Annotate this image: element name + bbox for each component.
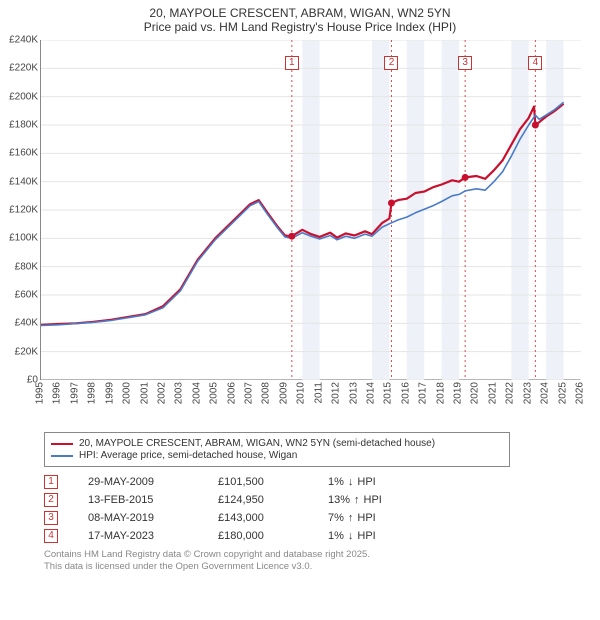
x-tick-label: 2003 (174, 382, 185, 404)
chart-title-line1: 20, MAYPOLE CRESCENT, ABRAM, WIGAN, WN2 … (0, 6, 600, 20)
legend-swatch (51, 455, 73, 457)
y-tick-label: £20K (15, 346, 38, 357)
sale-price: £180,000 (218, 530, 328, 542)
sales-row: 2 13-FEB-2015£124,95013% ↑ HPI (44, 493, 574, 507)
x-tick-label: 2024 (540, 382, 551, 404)
sale-price: £143,000 (218, 512, 328, 524)
x-tick-label: 2010 (296, 382, 307, 404)
y-tick-label: £100K (9, 233, 38, 244)
x-tick-label: 2007 (244, 382, 255, 404)
legend-label: 20, MAYPOLE CRESCENT, ABRAM, WIGAN, WN2 … (79, 438, 435, 449)
y-tick-label: £200K (9, 91, 38, 102)
x-tick-label: 2019 (453, 382, 464, 404)
sale-row-marker: 1 (44, 475, 58, 489)
x-tick-label: 2000 (122, 382, 133, 404)
sales-row: 1 29-MAY-2009£101,5001% ↓ HPI (44, 475, 574, 489)
y-tick-label: £120K (9, 205, 38, 216)
sales-row: 3 08-MAY-2019£143,0007% ↑ HPI (44, 511, 574, 525)
x-tick-label: 2021 (487, 382, 498, 404)
x-tick-label: 2009 (278, 382, 289, 404)
sales-table: 129-MAY-2009£101,5001% ↓ HPI213-FEB-2015… (44, 475, 574, 543)
x-tick-label: 2014 (365, 382, 376, 404)
legend-label: HPI: Average price, semi-detached house,… (79, 450, 297, 461)
x-tick-label: 1998 (87, 382, 98, 404)
sales-row: 4 17-MAY-2023£180,0001% ↓ HPI (44, 529, 574, 543)
x-tick-label: 2004 (191, 382, 202, 404)
x-tick-label: 2020 (470, 382, 481, 404)
x-tick-label: 2008 (261, 382, 272, 404)
legend-box: 20, MAYPOLE CRESCENT, ABRAM, WIGAN, WN2 … (44, 432, 510, 467)
x-tick-label: 2017 (418, 382, 429, 404)
y-tick-label: £220K (9, 63, 38, 74)
x-tick-label: 2001 (139, 382, 150, 404)
x-tick-label: 2026 (575, 382, 586, 404)
sale-row-marker: 3 (44, 511, 58, 525)
x-tick-label: 2023 (522, 382, 533, 404)
y-tick-label: £80K (15, 261, 38, 272)
x-tick-label: 2016 (400, 382, 411, 404)
y-tick-label: £160K (9, 148, 38, 159)
x-tick-label: 2011 (313, 382, 324, 404)
x-tick-label: 2006 (226, 382, 237, 404)
footer-text: Contains HM Land Registry data © Crown c… (44, 549, 600, 574)
legend-item: HPI: Average price, semi-detached house,… (51, 450, 503, 461)
sale-price: £124,950 (218, 494, 328, 506)
sale-marker-1: 1 (285, 56, 299, 70)
sale-diff: 1% ↓ HPI (328, 530, 448, 542)
x-tick-label: 1999 (104, 382, 115, 404)
sale-diff: 7% ↑ HPI (328, 512, 448, 524)
sale-marker-3: 3 (458, 56, 472, 70)
x-tick-label: 2002 (156, 382, 167, 404)
sale-diff: 13% ↑ HPI (328, 494, 448, 506)
x-tick-label: 2025 (557, 382, 568, 404)
sale-date: 13-FEB-2015 (88, 494, 218, 506)
x-tick-label: 2013 (348, 382, 359, 404)
footer-line1: Contains HM Land Registry data © Crown c… (44, 549, 600, 561)
sale-marker-4: 4 (528, 56, 542, 70)
footer-line2: This data is licensed under the Open Gov… (44, 561, 600, 573)
sale-row-marker: 4 (44, 529, 58, 543)
chart-title-block: 20, MAYPOLE CRESCENT, ABRAM, WIGAN, WN2 … (0, 0, 600, 36)
y-axis-labels: £0£20K£40K£60K£80K£100K£120K£140K£160K£1… (0, 40, 38, 380)
sale-price: £101,500 (218, 476, 328, 488)
y-tick-label: £40K (15, 318, 38, 329)
chart-title-line2: Price paid vs. HM Land Registry's House … (0, 20, 600, 34)
sale-date: 29-MAY-2009 (88, 476, 218, 488)
y-tick-label: £140K (9, 176, 38, 187)
legend-item: 20, MAYPOLE CRESCENT, ABRAM, WIGAN, WN2 … (51, 438, 503, 449)
sale-diff: 1% ↓ HPI (328, 476, 448, 488)
y-tick-label: £180K (9, 120, 38, 131)
sale-date: 08-MAY-2019 (88, 512, 218, 524)
x-tick-label: 1995 (35, 382, 46, 404)
x-tick-label: 2015 (383, 382, 394, 404)
x-tick-label: 2005 (209, 382, 220, 404)
x-axis-labels: 1995199619971998199920002001200220032004… (40, 382, 580, 430)
x-tick-label: 2022 (505, 382, 516, 404)
chart-area: £0£20K£40K£60K£80K£100K£120K£140K£160K£1… (40, 40, 600, 430)
plot-area: 1 2 3 4 (40, 40, 580, 380)
legend-swatch (51, 443, 73, 445)
x-tick-label: 2012 (331, 382, 342, 404)
sale-marker-2: 2 (384, 56, 398, 70)
sale-row-marker: 2 (44, 493, 58, 507)
y-tick-label: £60K (15, 290, 38, 301)
x-tick-label: 1997 (69, 382, 80, 404)
x-tick-label: 1996 (52, 382, 63, 404)
x-tick-label: 2018 (435, 382, 446, 404)
y-tick-label: £240K (9, 35, 38, 46)
sale-date: 17-MAY-2023 (88, 530, 218, 542)
plot-svg (41, 40, 581, 380)
